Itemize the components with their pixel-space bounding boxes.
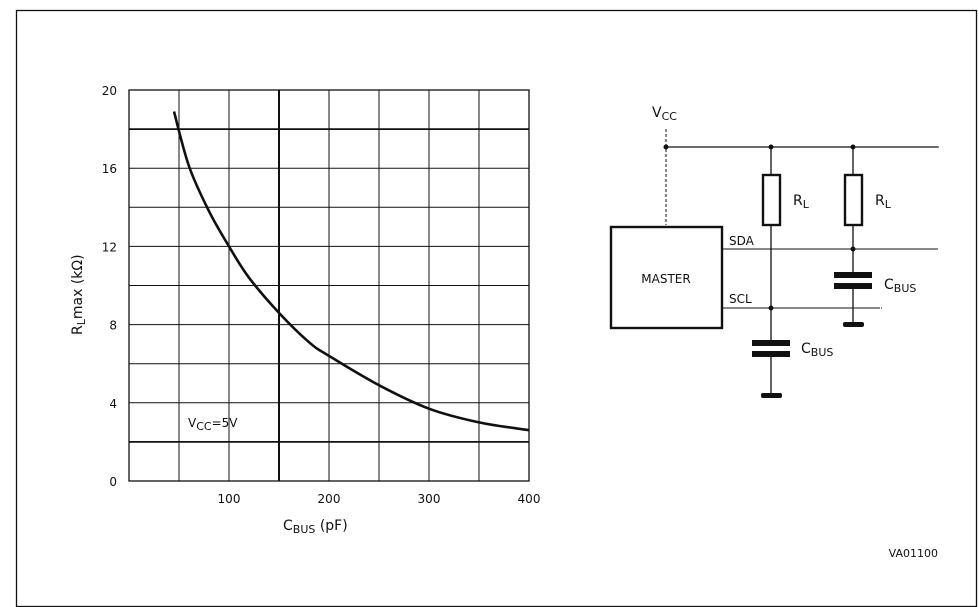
chart: 0 4 8 12 16 20 100 200 300 400 VCC=5V CBUS (pF) R… bbox=[70, 84, 540, 536]
chart-grid bbox=[129, 90, 529, 481]
chart-ticks: 0 4 8 12 16 20 100 200 300 400 bbox=[102, 84, 541, 506]
rl2-label: RL bbox=[875, 193, 892, 211]
rl1-label: RL bbox=[793, 193, 810, 211]
cbus2-label: CBUS bbox=[884, 277, 916, 295]
chart-y-axis-label: RLmax (kΩ) bbox=[70, 254, 88, 335]
sda-label: SDA bbox=[729, 234, 755, 248]
capacitor-cbus2-top-plate bbox=[834, 272, 872, 278]
x-tick-label: 100 bbox=[218, 492, 241, 506]
x-tick-label: 300 bbox=[418, 492, 441, 506]
x-tick-label: 200 bbox=[318, 492, 341, 506]
chart-plot-area bbox=[128, 89, 530, 482]
ground-symbol-1 bbox=[761, 393, 782, 398]
figure-code: VA01100 bbox=[889, 547, 938, 560]
vcc-junction bbox=[663, 144, 669, 150]
y-tick-label: 4 bbox=[109, 397, 117, 411]
chart-x-axis-label: CBUS (pF) bbox=[283, 518, 348, 536]
chart-annotation: VCC=5V bbox=[188, 416, 238, 433]
capacitor-cbus1-top-plate bbox=[752, 340, 790, 346]
vcc-label: VCC bbox=[652, 105, 677, 123]
resistor-rl2 bbox=[843, 173, 864, 227]
scl-label: SCL bbox=[729, 292, 752, 306]
y-tick-label: 12 bbox=[102, 240, 117, 254]
y-tick-label: 20 bbox=[102, 84, 117, 98]
cbus1-label: CBUS bbox=[801, 341, 833, 359]
sda-junction bbox=[850, 246, 856, 252]
scl-junction bbox=[768, 305, 774, 311]
x-tick-label: 400 bbox=[518, 492, 541, 506]
resistor-rl1 bbox=[761, 173, 782, 227]
y-tick-label: 8 bbox=[109, 319, 117, 333]
master-block bbox=[609, 225, 724, 330]
y-tick-label: 16 bbox=[102, 162, 117, 176]
series-line-rl-max bbox=[172, 111, 530, 432]
capacitor-cbus1-bottom-plate bbox=[752, 351, 790, 357]
circuit-diagram: VCC MASTER SDA SCL RL CBUS bbox=[609, 105, 940, 560]
ground-symbol-2 bbox=[843, 322, 864, 327]
chart-series bbox=[172, 111, 530, 432]
capacitor-cbus2-bottom-plate bbox=[834, 283, 872, 289]
master-label: MASTER bbox=[641, 272, 690, 286]
y-tick-label: 0 bbox=[109, 475, 117, 489]
